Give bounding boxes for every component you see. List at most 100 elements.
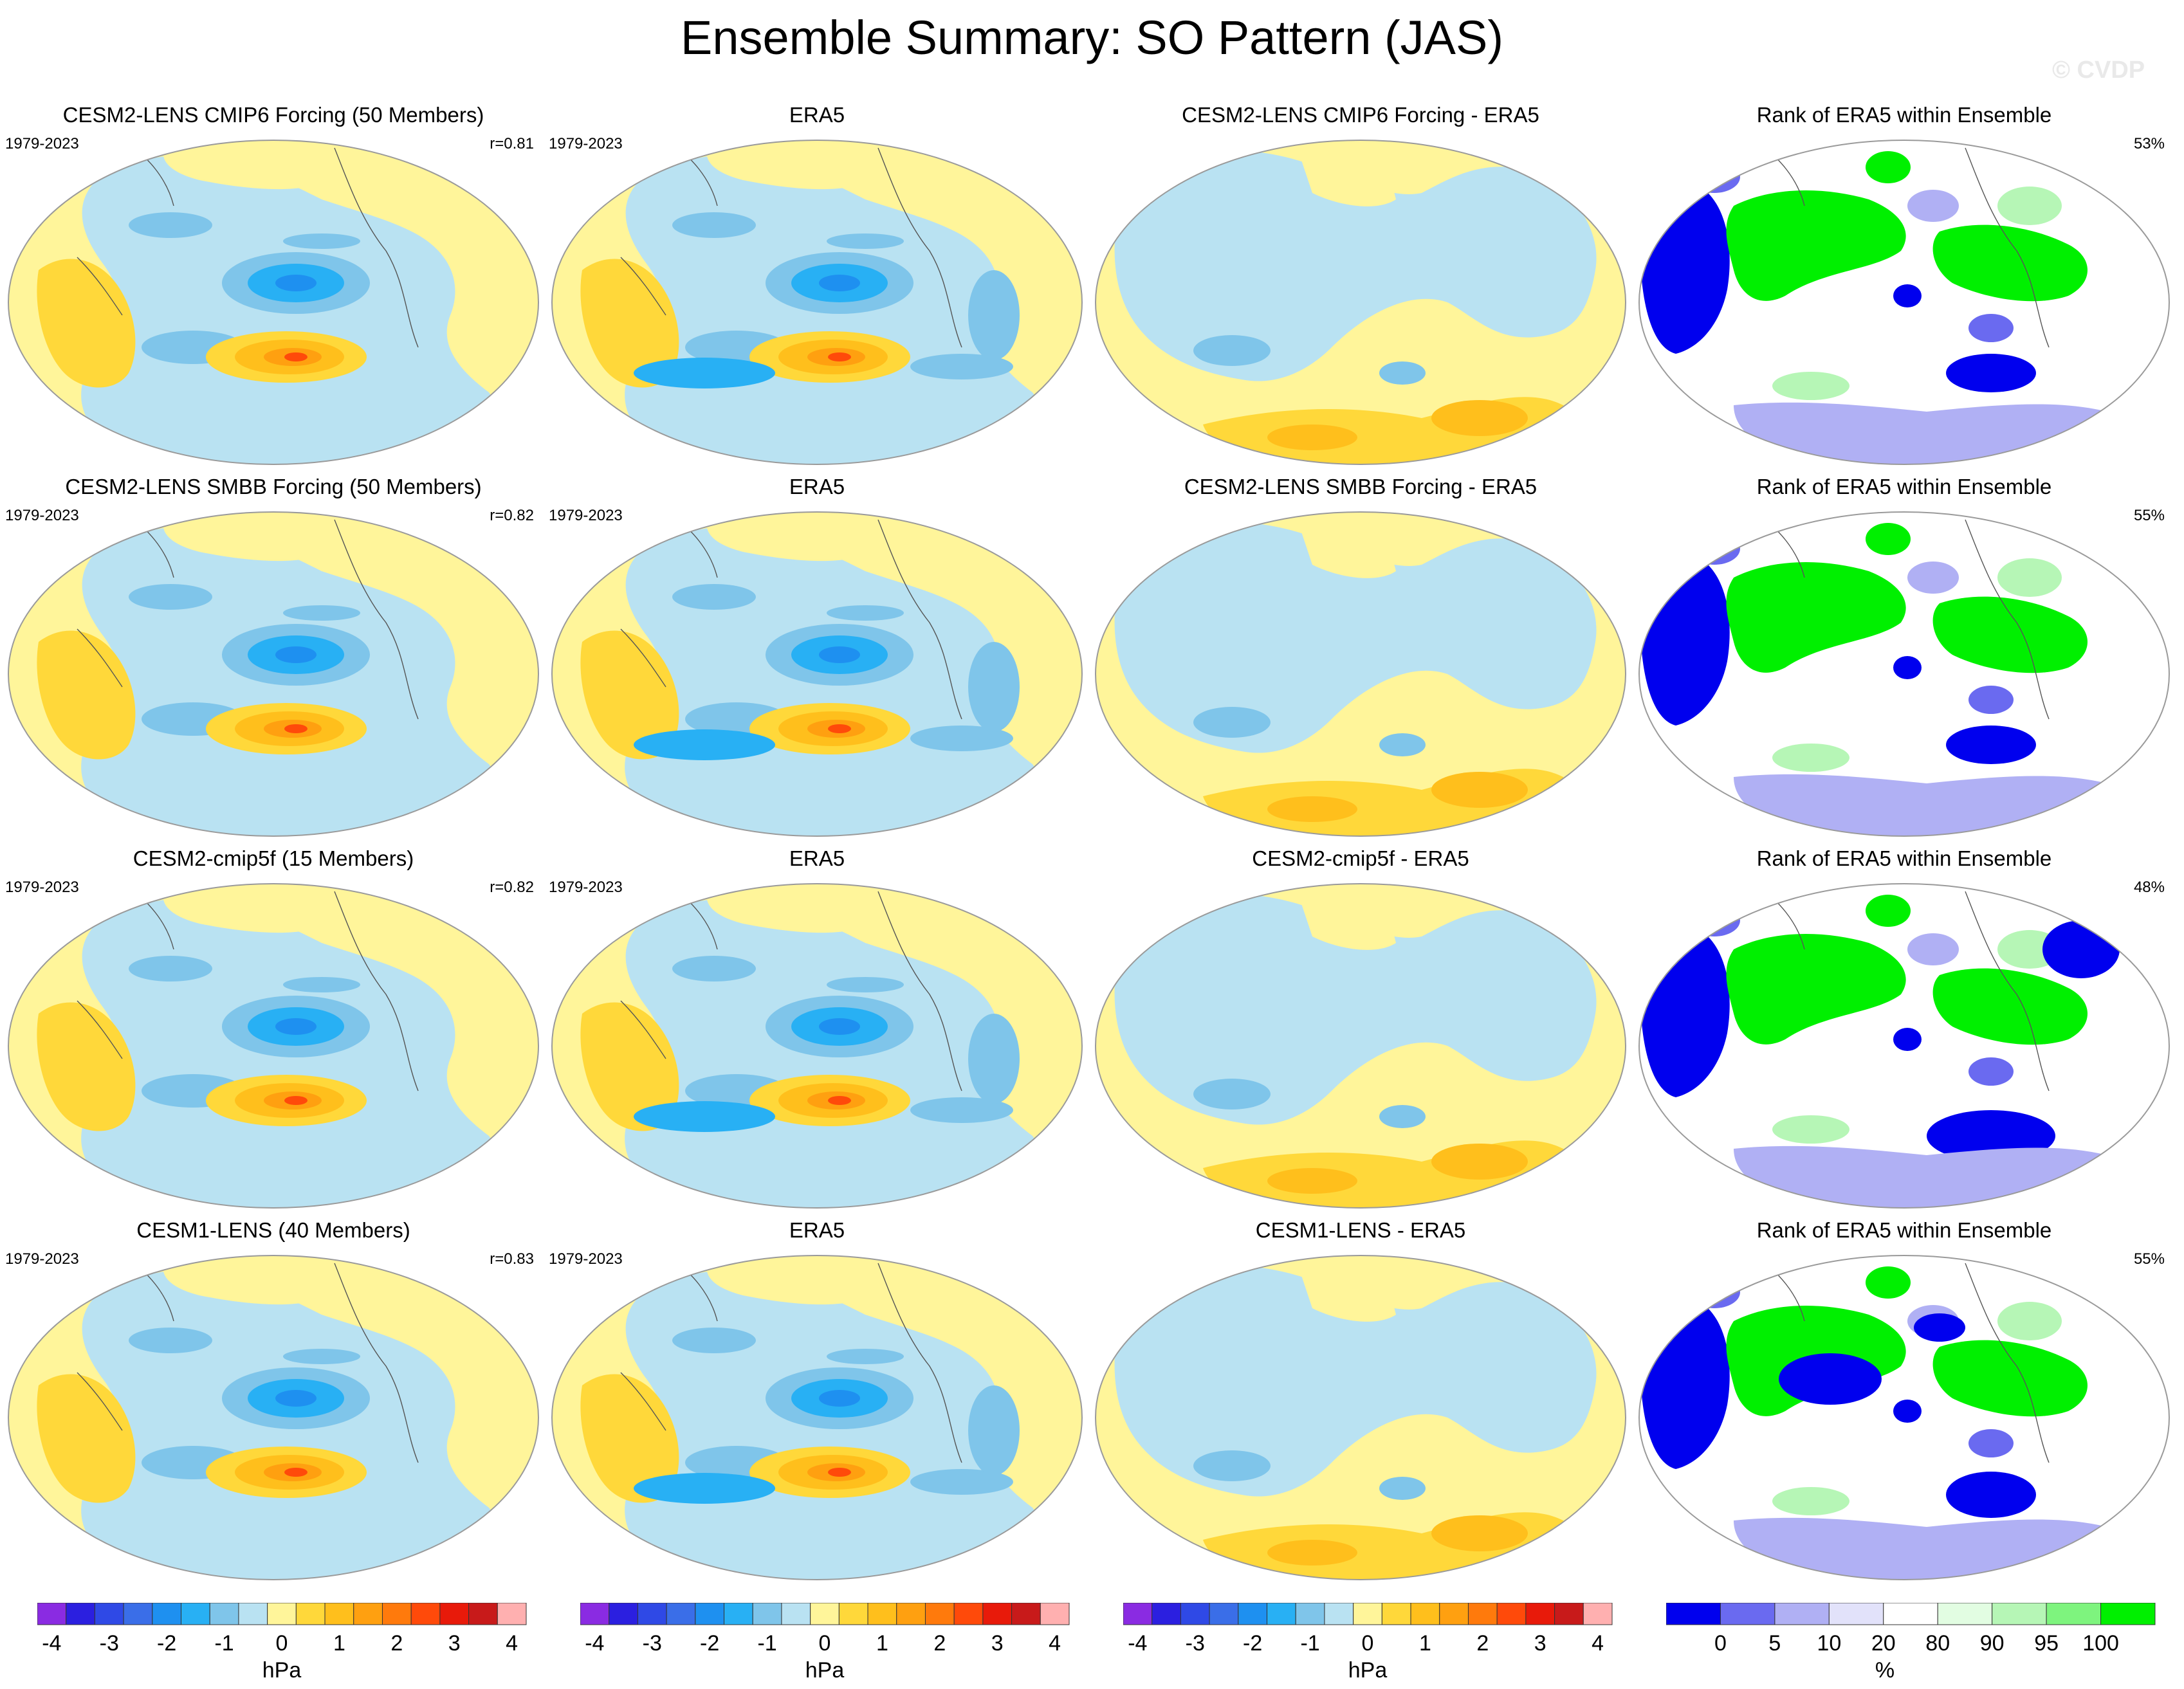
map-contours [8, 884, 538, 1208]
colorbar-swatch [1496, 1603, 1527, 1625]
colorbar-swatch [666, 1603, 696, 1625]
colorbar-tick-label: -1 [757, 1631, 776, 1656]
colorbar-tick-label: -4 [1128, 1631, 1147, 1656]
high-rank-region [1866, 523, 1911, 555]
map-contours [1096, 140, 1626, 464]
colorbar-swatch [1720, 1603, 1776, 1625]
low-rank-pale [1907, 561, 1959, 594]
colorbar-swatch [1123, 1603, 1153, 1625]
low-rank-region [1689, 161, 1740, 193]
colorbar-hpa-diff: -4 -3 -2 -1 0 1 2 3 4 hPa [1123, 1603, 1625, 1686]
low-rank-pale [1907, 933, 1959, 965]
low-rank-region [1968, 1057, 2014, 1086]
colorbar-swatch [66, 1603, 95, 1625]
panel-title: CESM2-cmip5f - ERA5 [1252, 846, 1469, 870]
colorbar-swatch [1583, 1603, 1613, 1625]
colorbar-swatch [468, 1603, 498, 1625]
antarctic-negative [634, 729, 775, 760]
positive-anomaly-lobe [37, 630, 136, 760]
map-contours [1639, 512, 2169, 836]
period-label: 1979-2023 [5, 507, 79, 524]
map-contours [1639, 884, 2169, 1208]
low-rank-region [1893, 656, 1922, 679]
colorbar-swatch [1937, 1603, 1993, 1625]
period-label: 1979-2023 [549, 135, 623, 152]
antarctic-negative [634, 1473, 775, 1504]
pattern-correlation: r=0.82 [490, 879, 534, 896]
positive-anomaly-core [284, 1096, 307, 1105]
panel-title: CESM2-cmip5f (15 Members) [133, 846, 414, 870]
negative-anomaly-small [283, 233, 360, 249]
positive-anomaly-core [1431, 1144, 1528, 1180]
positive-anomaly-region [1299, 1256, 1396, 1322]
colorbar-swatch [953, 1603, 984, 1625]
panel-diff-row2: CESM2-LENS SMBB Forcing - ERA5 [1087, 475, 1634, 848]
negative-anomaly-core [1379, 733, 1426, 756]
positive-anomaly-core [1267, 1540, 1357, 1566]
globe-outline [1638, 140, 2170, 465]
globe-outline [551, 140, 1083, 465]
colorbar-svg: 0 5 10 20 80 90 95 100% [1666, 1603, 2156, 1683]
high-rank-pale [1997, 187, 2062, 225]
colorbar-swatch [209, 1603, 239, 1625]
map-rank-row1 [1638, 140, 2170, 465]
colorbar-swatch [580, 1603, 610, 1625]
negative-anomaly-core [275, 275, 317, 291]
high-rank-region [1866, 151, 1911, 183]
map-contours [8, 512, 538, 836]
colorbar-swatch [1209, 1603, 1239, 1625]
colorbar-svg: -4 -3 -2 -1 0 1 2 3 4 hPa [1123, 1603, 1613, 1683]
colorbar-tick-label: 2 [933, 1631, 946, 1656]
map-model-row2 [8, 511, 539, 837]
positive-anomaly-lobe [37, 1002, 136, 1131]
panel-model-row2: CESM2-LENS SMBB Forcing (50 Members) 1979… [0, 475, 547, 848]
colorbar-swatch [497, 1603, 527, 1625]
high-rank-pale [1772, 1115, 1849, 1144]
negative-anomaly-core [275, 1018, 317, 1035]
colorbar-swatch [439, 1603, 470, 1625]
low-rank-region [1946, 726, 2036, 764]
low-rank-region [1689, 904, 1740, 936]
positive-anomaly-region [1299, 141, 1396, 206]
globe-outline [1638, 883, 2170, 1209]
colorbar-swatch [752, 1603, 782, 1625]
map-obs-row2 [551, 511, 1083, 837]
low-rank-band [1734, 1146, 2107, 1208]
panel-title: CESM2-LENS SMBB Forcing (50 Members) [65, 475, 482, 498]
figure-title: Ensemble Summary: SO Pattern (JAS) [681, 11, 1503, 64]
globe-outline [1095, 883, 1626, 1209]
positive-anomaly-core [828, 724, 851, 733]
negative-anomaly-region [1114, 893, 1597, 1125]
panel-rank-row1: Rank of ERA5 within Ensemble 53% [1631, 103, 2178, 476]
colorbar-swatch [867, 1603, 897, 1625]
map-obs-row1 [551, 140, 1083, 465]
colorbar-tick-label: 2 [390, 1631, 403, 1656]
colorbar-tick-label: 0 [1362, 1631, 1374, 1656]
panel-title: CESM1-LENS - ERA5 [1255, 1218, 1466, 1242]
colorbar-tick-label: 3 [1534, 1631, 1546, 1656]
colorbar-swatch [1828, 1603, 1884, 1625]
colorbar-swatch [896, 1603, 926, 1625]
positive-anomaly-core [1267, 796, 1357, 822]
panel-title: Rank of ERA5 within Ensemble [1756, 1218, 2052, 1242]
colorbar-swatch [1152, 1603, 1181, 1625]
low-rank-region [1893, 1400, 1922, 1423]
high-rank-region [1866, 1266, 1911, 1299]
low-rank-region [1946, 1472, 2036, 1518]
positive-anomaly-lobe [580, 1002, 679, 1131]
colorbar-unit: hPa [1348, 1658, 1388, 1683]
map-obs-row4 [551, 1255, 1083, 1580]
panel-title: ERA5 [789, 846, 845, 870]
colorbar-swatch [181, 1603, 210, 1625]
map-contours [8, 1255, 538, 1580]
rank-percent: 55% [2133, 1250, 2165, 1268]
high-rank-region [1932, 1340, 2088, 1417]
high-rank-pale [1997, 558, 2062, 597]
colorbar-swatch [924, 1603, 955, 1625]
panel-diff-row1: CESM2-LENS CMIP6 Forcing - ERA5 [1087, 103, 1634, 476]
period-label: 1979-2023 [5, 879, 79, 896]
high-rank-region [1866, 895, 1911, 927]
colorbar-tick-label: 0 [1714, 1631, 1727, 1656]
negative-anomaly-small [827, 977, 904, 992]
colorbar-swatch [1180, 1603, 1210, 1625]
